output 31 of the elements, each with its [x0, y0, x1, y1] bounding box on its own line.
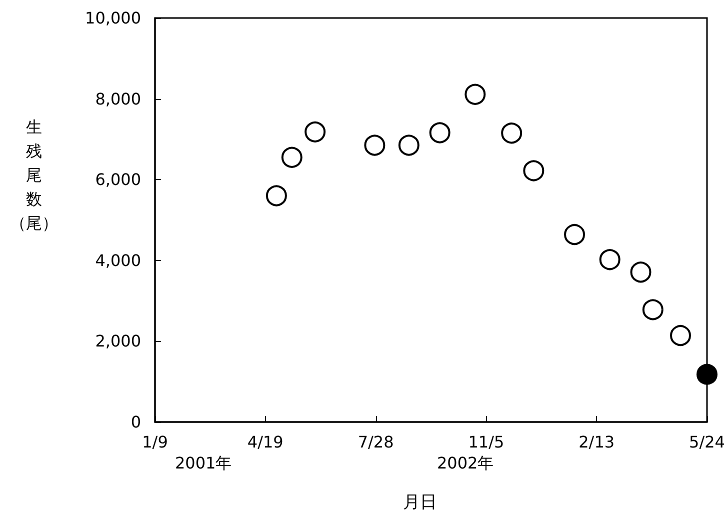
point [429, 122, 450, 144]
y-axis-title: 生残尾数（尾） [10, 118, 58, 232]
point [642, 299, 664, 320]
y-tick-label: 6,000 [95, 170, 141, 190]
x-tick-label: 11/5 [468, 432, 504, 452]
x-tick-label: 2/13 [578, 432, 615, 452]
y-tick-label: 0 [130, 412, 141, 432]
point [501, 122, 522, 144]
point [304, 121, 326, 142]
point [281, 146, 302, 168]
text: 2001年 [175, 454, 232, 472]
point [564, 224, 586, 246]
text: 2002年 [437, 454, 494, 472]
point [630, 262, 652, 283]
y-tick-label: 4,000 [95, 250, 141, 270]
x-axis-title: 月日 [403, 492, 437, 512]
point [464, 84, 486, 105]
point [599, 249, 620, 270]
point [398, 134, 420, 156]
point [364, 134, 386, 156]
y-tick-label: 10,000 [85, 8, 141, 28]
point [696, 364, 718, 385]
point [266, 185, 287, 206]
x-tick-label: 1/9 [142, 432, 168, 452]
x-tick-label: 7/28 [358, 432, 394, 452]
x-tick-label: 4/19 [247, 432, 284, 452]
y-tick-label: 2,000 [95, 332, 141, 351]
point [670, 325, 692, 346]
point [523, 160, 544, 182]
y-tick-label: 8,000 [95, 89, 141, 108]
x-tick-label: 5/24 [689, 432, 725, 452]
